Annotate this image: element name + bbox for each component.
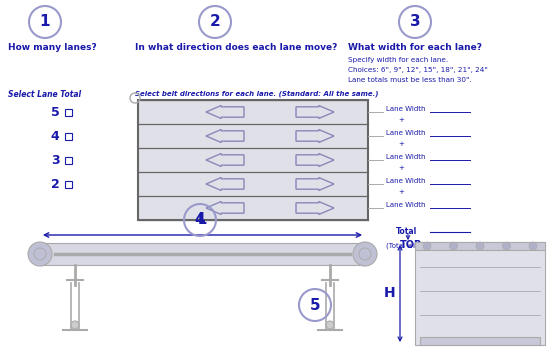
Bar (65, 108, 72, 116)
Text: 3: 3 (410, 14, 420, 30)
Circle shape (71, 321, 79, 329)
Text: Select Lane Total: Select Lane Total (8, 90, 81, 99)
Text: +: + (398, 189, 404, 195)
Bar (415, 242, 545, 345)
Circle shape (503, 242, 510, 250)
Circle shape (28, 242, 52, 266)
Text: TOB: TOB (400, 240, 423, 250)
Text: +: + (398, 165, 404, 171)
Text: Lane Width: Lane Width (386, 154, 425, 160)
Text: Total: Total (396, 228, 417, 237)
Text: Lane Width: Lane Width (386, 178, 425, 184)
Bar (65, 180, 72, 188)
Text: H: H (383, 286, 395, 300)
Bar (138, 100, 368, 220)
Text: Lane Width: Lane Width (386, 106, 425, 112)
Text: (Total width = 30" Max): (Total width = 30" Max) (386, 243, 468, 249)
Bar (65, 132, 72, 139)
Text: 2: 2 (51, 177, 59, 190)
Circle shape (476, 242, 484, 250)
Circle shape (423, 242, 431, 250)
Text: 1: 1 (40, 14, 50, 30)
Text: 4: 4 (51, 130, 59, 143)
Circle shape (529, 242, 537, 250)
Bar (40, 243, 365, 265)
Circle shape (326, 321, 334, 329)
Bar (415, 242, 545, 250)
Text: What width for each lane?: What width for each lane? (348, 43, 482, 52)
Text: Choices: 6", 9", 12", 15", 18", 21", 24": Choices: 6", 9", 12", 15", 18", 21", 24" (348, 67, 488, 73)
Circle shape (353, 242, 377, 266)
Text: In what direction does each lane move?: In what direction does each lane move? (135, 43, 338, 52)
Text: L: L (198, 213, 207, 227)
Text: Lane totals must be less than 30".: Lane totals must be less than 30". (348, 77, 472, 83)
Text: Lane Width: Lane Width (386, 130, 425, 136)
Text: Lane Width: Lane Width (386, 202, 425, 208)
Text: +: + (398, 117, 404, 123)
Text: 5: 5 (51, 105, 59, 118)
Text: 4: 4 (195, 212, 205, 228)
Bar (420, 337, 540, 345)
Text: How many lanes?: How many lanes? (8, 43, 97, 52)
Bar (65, 157, 72, 163)
Text: +: + (398, 141, 404, 147)
Text: 2: 2 (210, 14, 220, 30)
Text: 5: 5 (310, 297, 320, 312)
Text: Specify width for each lane.: Specify width for each lane. (348, 57, 448, 63)
Circle shape (449, 242, 457, 250)
Text: Select belt directions for each lane. (Standard: All the same.): Select belt directions for each lane. (S… (135, 90, 378, 96)
Text: 3: 3 (51, 153, 59, 166)
